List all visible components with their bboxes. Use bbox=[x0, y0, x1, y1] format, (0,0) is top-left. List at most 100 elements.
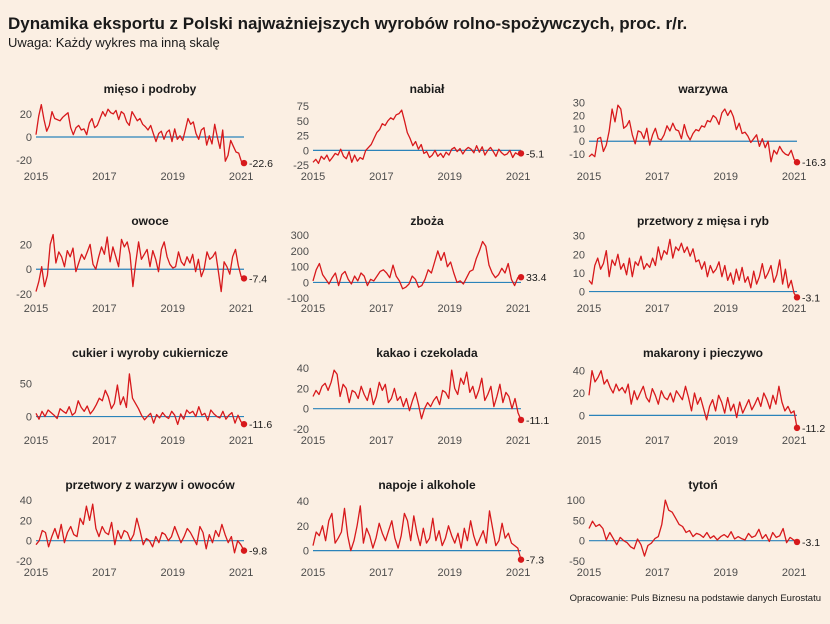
chart-panel: nabiał 75 50 25 0 -25 -5.1 2015 2017 2019 2021 bbox=[293, 82, 544, 183]
y-tick-label: 300 bbox=[291, 230, 309, 242]
y-tick-label: 50 bbox=[573, 515, 585, 527]
y-tick-label: -100 bbox=[287, 293, 309, 305]
y-tick-label: 0 bbox=[579, 136, 585, 148]
last-value-label: -9.8 bbox=[249, 546, 267, 558]
x-tick-label: 2019 bbox=[438, 303, 462, 315]
x-tick-label: 2019 bbox=[714, 567, 738, 579]
x-tick-label: 2015 bbox=[24, 435, 48, 447]
series-line bbox=[35, 103, 245, 164]
y-tick-label: 0 bbox=[579, 536, 585, 548]
panel-title: przetwory z warzyw i owoców bbox=[65, 478, 235, 492]
x-tick-label: 2019 bbox=[714, 435, 738, 447]
x-tick-label: 2021 bbox=[229, 303, 253, 315]
x-tick-label: 2019 bbox=[161, 303, 185, 315]
x-tick-label: 2015 bbox=[577, 303, 601, 315]
y-tick-label: -20 bbox=[16, 289, 32, 301]
chart-panel: cukier i wyroby cukiernicze 50 0 -11.6 2015 2… bbox=[20, 346, 273, 447]
y-tick-label: 100 bbox=[567, 495, 585, 507]
last-value-label: -3.1 bbox=[802, 537, 820, 549]
x-tick-label: 2017 bbox=[92, 435, 116, 447]
y-tick-label: 0 bbox=[26, 536, 32, 548]
x-tick-label: 2017 bbox=[645, 567, 669, 579]
x-tick-label: 2019 bbox=[714, 171, 738, 183]
panel-title: nabiał bbox=[410, 82, 445, 96]
x-tick-label: 2021 bbox=[229, 435, 253, 447]
x-tick-label: 2019 bbox=[714, 303, 738, 315]
y-tick-label: -25 bbox=[293, 160, 309, 172]
y-tick-label: 200 bbox=[291, 246, 309, 258]
x-tick-label: 2015 bbox=[301, 171, 325, 183]
y-tick-label: 20 bbox=[573, 388, 585, 400]
series-line bbox=[588, 370, 798, 429]
x-tick-label: 2015 bbox=[24, 567, 48, 579]
panel-title: przetwory z mięsa i ryb bbox=[637, 214, 769, 228]
y-tick-label: 0 bbox=[303, 546, 309, 558]
panel-title: cukier i wyroby cukiernicze bbox=[72, 346, 228, 360]
y-tick-label: 75 bbox=[297, 101, 309, 113]
x-tick-label: 2019 bbox=[438, 171, 462, 183]
x-tick-label: 2015 bbox=[24, 171, 48, 183]
x-tick-label: 2019 bbox=[438, 567, 462, 579]
y-tick-label: -20 bbox=[293, 424, 309, 436]
x-tick-label: 2021 bbox=[782, 435, 806, 447]
y-tick-label: -50 bbox=[569, 556, 585, 568]
chart-panel: owoce 20 0 -20 -7.4 2015 2017 2019 2021 bbox=[16, 214, 267, 315]
panel-title: makarony i pieczywo bbox=[643, 346, 763, 360]
chart-panel: makarony i pieczywo 40 20 0 -11.2 2015 2017 201… bbox=[573, 346, 826, 447]
last-point-marker bbox=[793, 159, 801, 166]
series-line bbox=[35, 233, 245, 293]
x-tick-label: 2017 bbox=[369, 171, 393, 183]
y-tick-label: 0 bbox=[579, 287, 585, 299]
panel-title: warzywa bbox=[677, 82, 728, 96]
x-tick-label: 2017 bbox=[92, 303, 116, 315]
x-tick-label: 2021 bbox=[782, 171, 806, 183]
x-tick-label: 2017 bbox=[92, 171, 116, 183]
last-point-marker bbox=[793, 538, 801, 546]
series-line bbox=[588, 238, 798, 298]
panel-title: owoce bbox=[131, 214, 169, 228]
series-line bbox=[588, 499, 798, 557]
y-tick-label: -20 bbox=[16, 155, 32, 167]
chart-title: Dynamika eksportu z Polski najważniejszy… bbox=[8, 14, 688, 33]
y-tick-label: 40 bbox=[297, 363, 309, 375]
x-tick-label: 2017 bbox=[645, 435, 669, 447]
x-tick-label: 2021 bbox=[229, 567, 253, 579]
chart-panel: przetwory z mięsa i ryb 30 20 10 0 -3.1 2015 20… bbox=[573, 214, 821, 315]
y-tick-label: 30 bbox=[573, 98, 585, 110]
last-point-marker bbox=[517, 416, 525, 424]
x-tick-label: 2017 bbox=[369, 567, 393, 579]
panel-title: mięso i podroby bbox=[104, 82, 197, 96]
last-value-label: -16.3 bbox=[802, 157, 826, 169]
series-line bbox=[312, 369, 522, 421]
y-tick-label: 30 bbox=[573, 231, 585, 243]
series-line bbox=[588, 104, 798, 163]
last-value-label: -11.6 bbox=[249, 419, 272, 431]
y-tick-label: 20 bbox=[297, 521, 309, 533]
last-value-label: -11.2 bbox=[802, 423, 825, 435]
x-tick-label: 2019 bbox=[438, 435, 462, 447]
chart-panel: zboża 300 200 100 0 -100 33.4 2015 2017 2019 2021 bbox=[287, 214, 547, 315]
y-tick-label: -20 bbox=[16, 556, 32, 568]
x-tick-label: 2021 bbox=[506, 303, 530, 315]
last-value-label: -7.3 bbox=[526, 555, 544, 567]
y-tick-label: 10 bbox=[573, 268, 585, 280]
y-tick-label: 0 bbox=[26, 132, 32, 144]
chart-subtitle: Uwaga: Każdy wykres ma inną skalę bbox=[8, 35, 220, 50]
last-point-marker bbox=[240, 159, 248, 167]
y-tick-label: 10 bbox=[573, 123, 585, 135]
last-point-marker bbox=[793, 294, 801, 301]
y-tick-label: 20 bbox=[573, 110, 585, 122]
y-tick-label: 20 bbox=[20, 109, 32, 121]
panel-title: zboża bbox=[410, 214, 444, 228]
y-tick-label: 20 bbox=[20, 239, 32, 251]
x-tick-label: 2021 bbox=[782, 303, 806, 315]
chart-panel: napoje i alkohole 40 20 0 -7.3 2015 2017 2019 20… bbox=[297, 478, 545, 579]
x-tick-label: 2015 bbox=[577, 171, 601, 183]
y-tick-label: 40 bbox=[297, 496, 309, 508]
y-tick-label: 20 bbox=[20, 515, 32, 527]
y-tick-label: 50 bbox=[20, 379, 32, 391]
panel-title: tytoń bbox=[688, 478, 717, 492]
x-tick-label: 2015 bbox=[577, 435, 601, 447]
series-line bbox=[35, 373, 245, 426]
